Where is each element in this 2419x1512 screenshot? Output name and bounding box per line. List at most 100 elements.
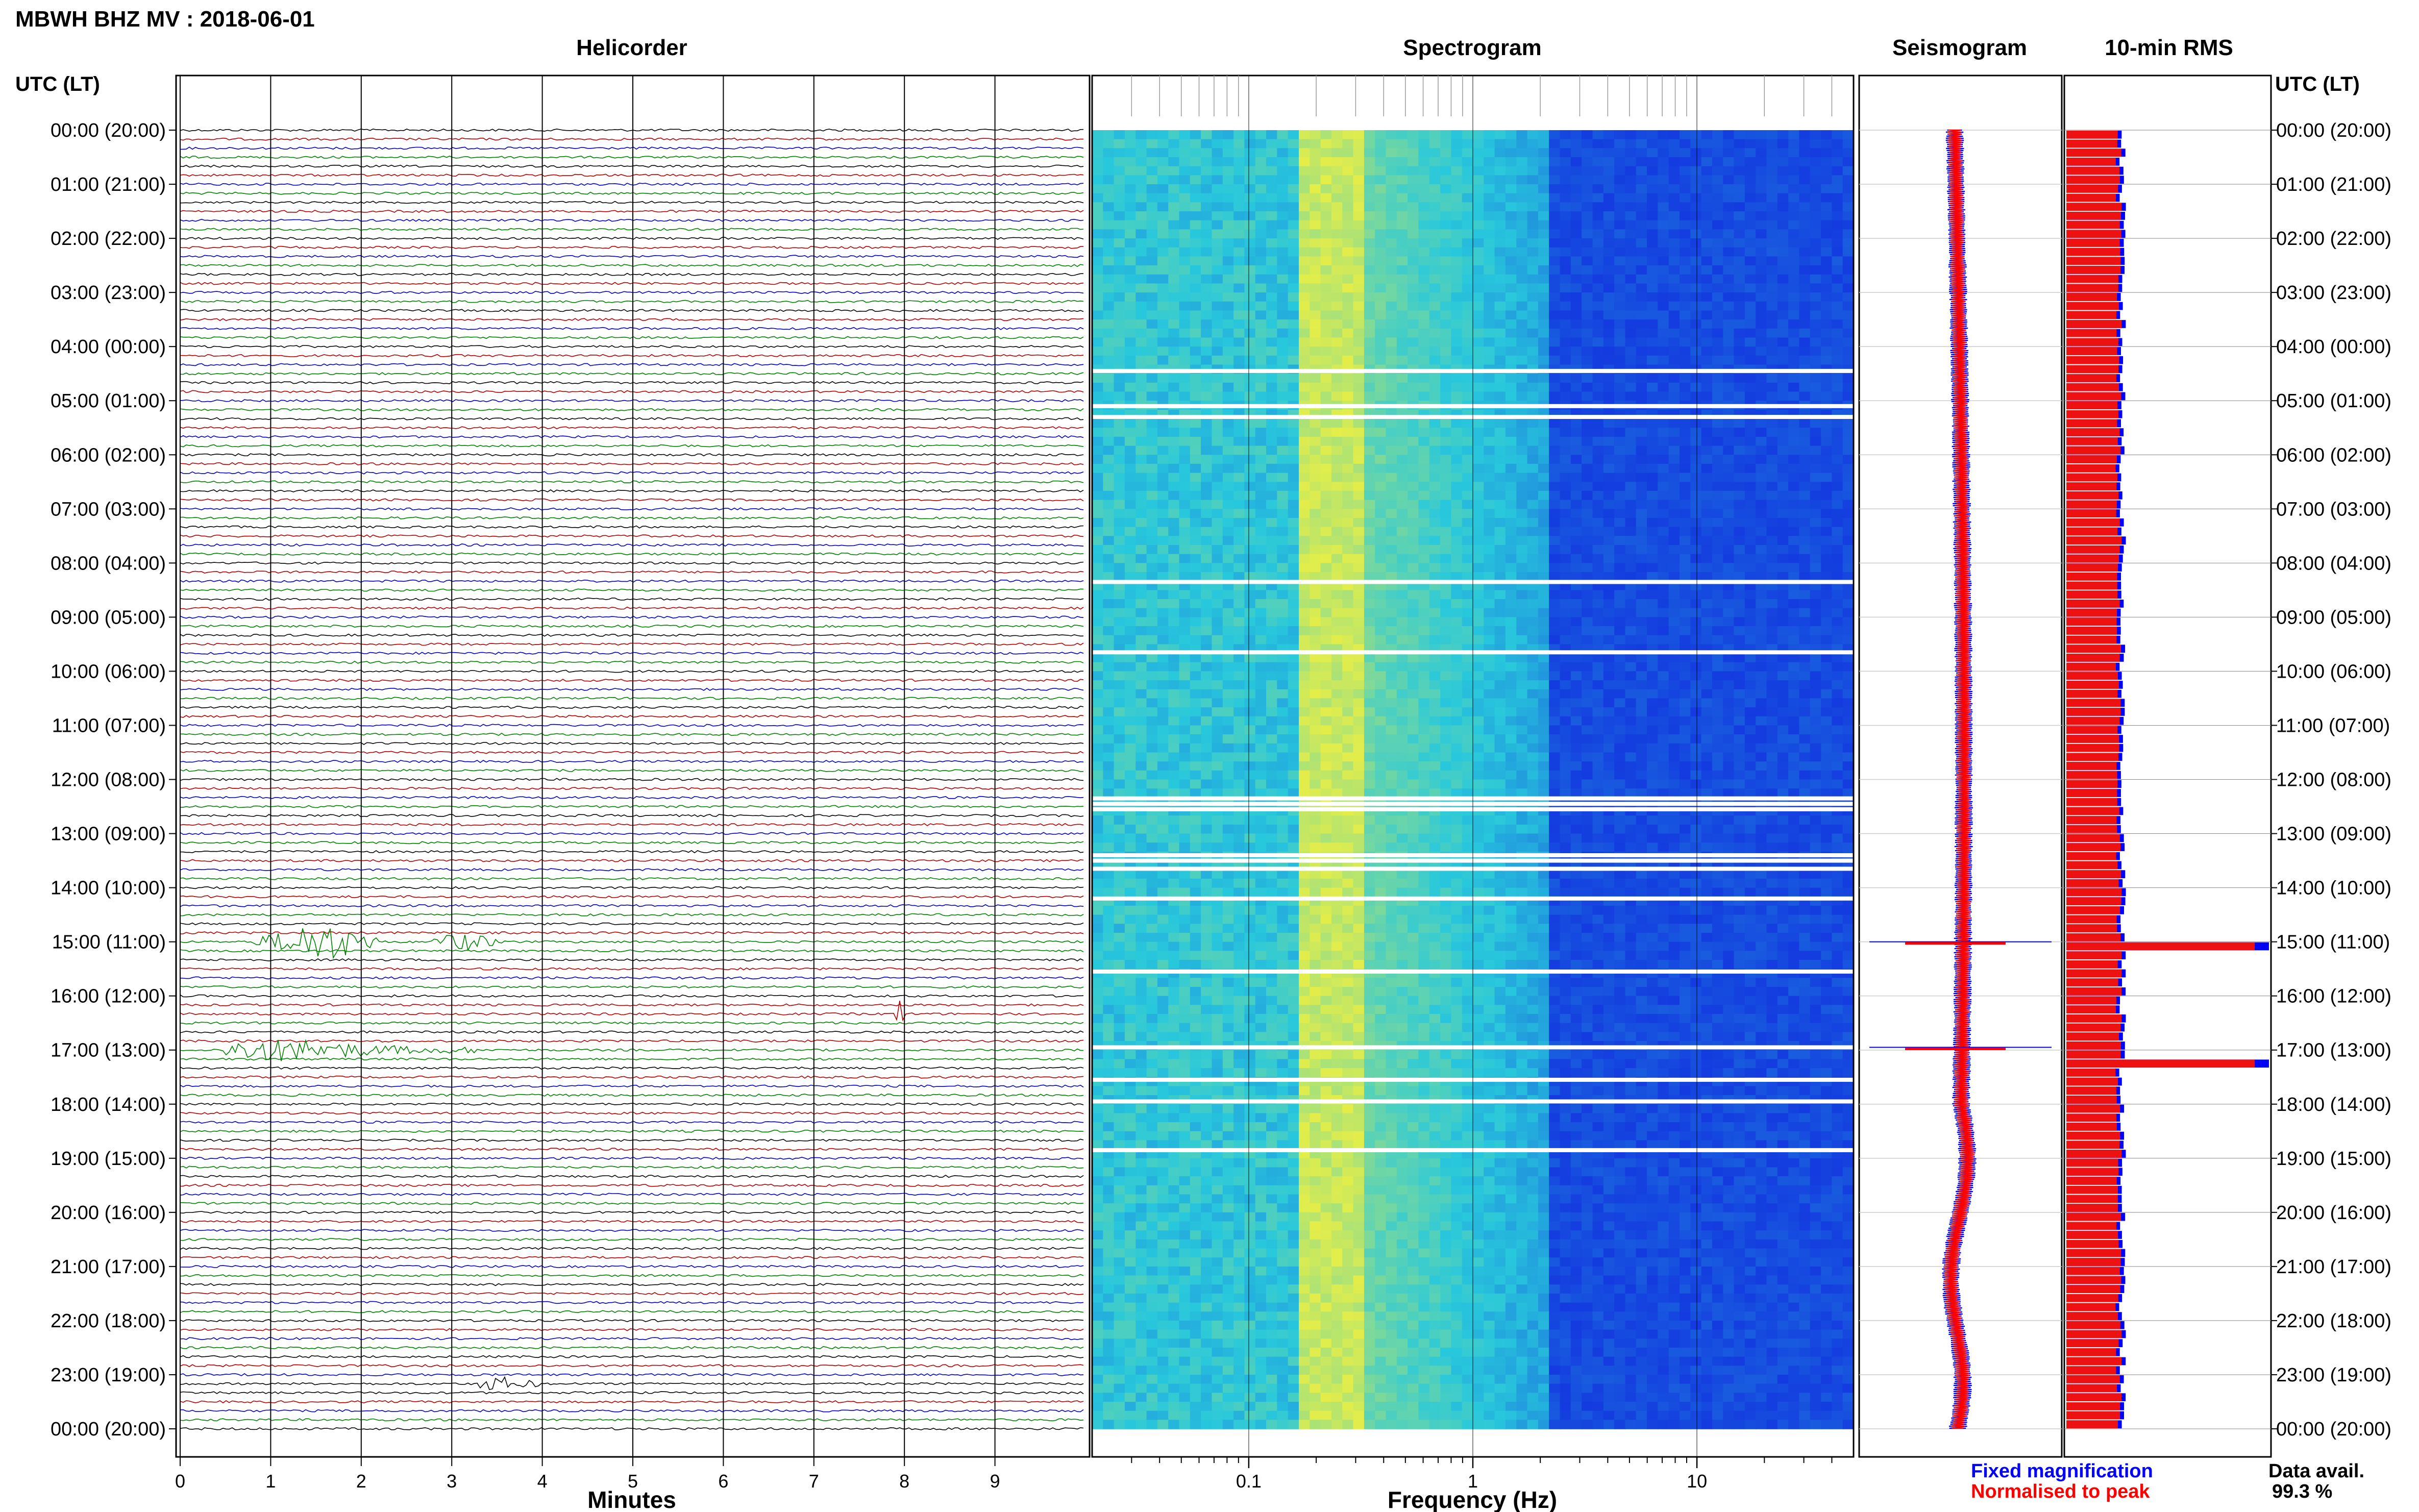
spectrogram-cell (1440, 130, 1452, 140)
spectrogram-cell (1233, 490, 1245, 501)
spectrogram-cell (1146, 139, 1158, 149)
spectrogram-cell (1788, 536, 1800, 546)
spectrogram-cell (1473, 391, 1485, 401)
spectrogram-cell (1625, 563, 1637, 573)
spectrogram-cell (1788, 148, 1800, 158)
spectrogram-cell (1342, 319, 1354, 329)
spectrogram-cell (1766, 292, 1778, 302)
spectrogram-cell (1408, 337, 1419, 347)
spectrogram-cell (1527, 635, 1539, 645)
spectrogram-cell (1233, 328, 1245, 338)
spectrogram-cell (1570, 482, 1582, 491)
spectrogram-cell (1712, 265, 1723, 275)
spectrogram-cell (1494, 202, 1506, 212)
spectrogram-cell (1222, 130, 1234, 140)
spectrogram-cell (1723, 337, 1735, 347)
spectrogram-cell (1570, 500, 1582, 510)
spectrogram-cell (1288, 139, 1299, 149)
spectrogram-cell (1320, 473, 1332, 483)
spectrogram-cell (1636, 671, 1647, 681)
spectrogram-cell (1668, 716, 1680, 726)
spectrogram-cell (1255, 617, 1267, 627)
spectrogram-cell (1756, 301, 1767, 311)
spectrogram-cell (1396, 130, 1408, 140)
spectrogram-cell (1636, 337, 1647, 347)
spectrogram-cell (1766, 590, 1778, 600)
spectrogram-cell (1462, 211, 1473, 221)
spectrogram-cell (1266, 463, 1278, 474)
spectrogram-cell (1266, 563, 1278, 573)
spectrogram-cell (1375, 455, 1387, 464)
spectrogram-cell (1625, 139, 1637, 149)
spectrogram-cell (1146, 256, 1158, 266)
spectrogram-cell (1680, 148, 1691, 158)
spectrogram-cell (1201, 445, 1213, 456)
spectrogram-cell (1570, 590, 1582, 600)
spectrogram-cell (1560, 130, 1571, 140)
helicorder-trace (180, 426, 1084, 430)
spectrogram-cell (1788, 374, 1800, 383)
spectrogram-cell (1603, 527, 1615, 537)
spectrogram-cell (1734, 310, 1745, 320)
spectrogram-cell (1680, 608, 1691, 618)
spectrogram-cell (1451, 716, 1463, 726)
spectrogram-cell (1658, 473, 1669, 483)
spectrogram-cell (1353, 283, 1365, 293)
spectrogram-cell (1821, 590, 1833, 600)
spectrogram-cell (1092, 716, 1104, 726)
spectrogram-cell (1832, 346, 1843, 356)
spectrogram-cell (1625, 166, 1637, 176)
spectrogram-cell (1712, 599, 1723, 609)
spectrogram-cell (1766, 455, 1778, 464)
spectrogram-cell (1157, 554, 1169, 564)
spectrogram-cell (1353, 274, 1365, 284)
spectrogram-cell (1299, 572, 1311, 582)
spectrogram-cell (1353, 319, 1365, 329)
spectrogram-cell (1168, 455, 1180, 464)
spectrogram-cell (1680, 256, 1691, 266)
spectrogram-cell (1299, 211, 1311, 221)
spectrogram-cell (1266, 220, 1278, 230)
spectrogram-cell (1712, 463, 1723, 474)
spectrogram-cell (1592, 374, 1604, 383)
spectrogram-cell (1560, 256, 1571, 266)
spectrogram-cell (1364, 698, 1375, 708)
spectrogram-cell (1114, 247, 1125, 257)
spectrogram-cell (1244, 274, 1256, 284)
spectrogram-cell (1146, 653, 1158, 663)
spectrogram-cell (1538, 229, 1549, 239)
spectrogram-cell (1723, 202, 1735, 212)
spectrogram-cell (1103, 527, 1115, 537)
spectrogram-cell (1625, 716, 1637, 726)
spectrogram-cell (1179, 707, 1191, 717)
spectrogram-cell (1190, 500, 1201, 510)
spectrogram-cell (1832, 139, 1843, 149)
spectrogram-cell (1614, 635, 1626, 645)
spectrogram-cell (1462, 346, 1473, 356)
spectrogram-cell (1157, 319, 1169, 329)
spectrogram-cell (1636, 148, 1647, 158)
spectrogram-cell (1494, 590, 1506, 600)
spectrogram-cell (1429, 428, 1441, 437)
spectrogram-cell (1320, 743, 1332, 753)
spectrogram-cell (1222, 527, 1234, 537)
spectrogram-cell (1647, 175, 1659, 185)
spectrogram-cell (1331, 283, 1343, 293)
spectrogram-cell (1570, 572, 1582, 582)
spectrogram-cell (1560, 328, 1571, 338)
spectrogram-cell (1157, 599, 1169, 609)
spectrogram-cell (1647, 301, 1659, 311)
spectrogram-cell (1310, 391, 1321, 401)
spectrogram-cell (1255, 590, 1267, 600)
spectrogram-cell (1560, 680, 1571, 690)
spectrogram-cell (1277, 418, 1289, 429)
spectrogram-cell (1418, 184, 1430, 194)
spectrogram-cell (1364, 482, 1375, 491)
spectrogram-cell (1658, 463, 1669, 474)
spectrogram-cell (1527, 175, 1539, 185)
spectrogram-cell (1668, 599, 1680, 609)
spectrogram-cell (1124, 662, 1136, 672)
spectrogram-cell (1114, 716, 1125, 726)
spectrogram-cell (1582, 337, 1593, 347)
spectrogram-cell (1103, 184, 1115, 194)
